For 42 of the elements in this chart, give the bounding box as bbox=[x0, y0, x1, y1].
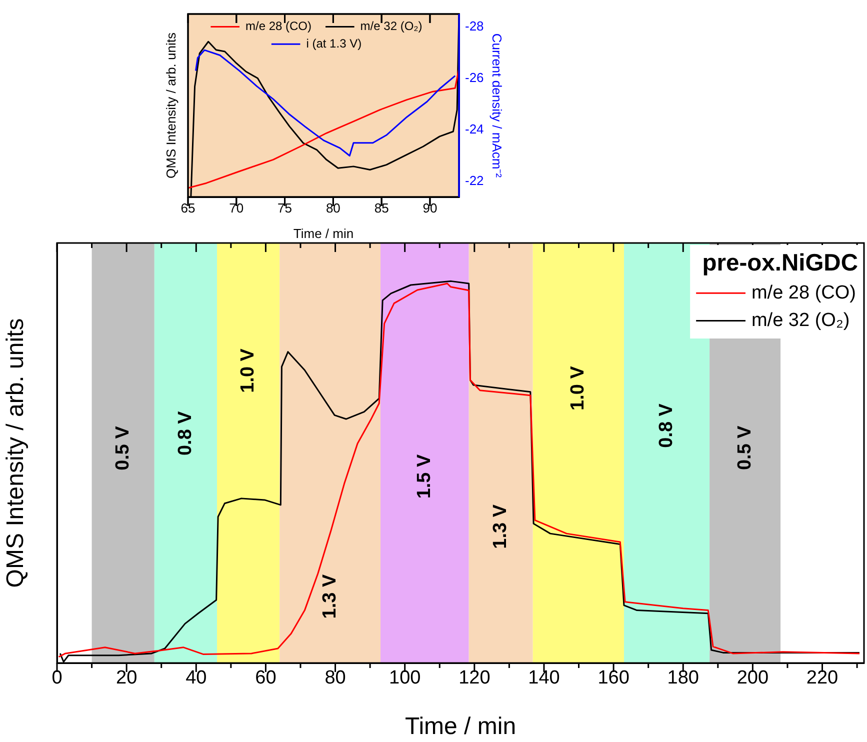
legend-label: m/e 28 (CO) bbox=[751, 282, 856, 304]
x-tick-label: 80 bbox=[326, 200, 340, 216]
legend-title: pre-ox.NiGDC bbox=[702, 250, 858, 277]
legend-label: i (at 1.3 V) bbox=[306, 36, 362, 50]
band-label: 1.3 V bbox=[319, 574, 340, 619]
y-axis-title: Current density / mAcm⁻² bbox=[490, 33, 505, 178]
x-tick-label: 65 bbox=[180, 200, 196, 216]
x-tick-label: 140 bbox=[528, 668, 560, 689]
legend-label: m/e 32 (O₂) bbox=[751, 310, 850, 331]
x-tick-label: 60 bbox=[255, 668, 276, 689]
x-tick-label: 220 bbox=[806, 668, 838, 689]
band-label: 0.8 V bbox=[656, 403, 678, 448]
x-tick-label: 200 bbox=[736, 668, 769, 689]
x-tick-label: 0 bbox=[52, 668, 62, 689]
y-axis-title: QMS Intensity / arb. units bbox=[163, 32, 178, 178]
y-tick-label: -22 bbox=[465, 173, 484, 188]
x-tick-label: 120 bbox=[458, 668, 490, 689]
x-tick-label: 80 bbox=[324, 668, 346, 689]
y-tick-label: -24 bbox=[465, 122, 484, 137]
x-tick-label: 85 bbox=[374, 200, 389, 216]
band-label: 0.5 V bbox=[734, 425, 756, 470]
legend-label: m/e 28 (CO) bbox=[245, 19, 312, 34]
x-tick-label: 180 bbox=[667, 668, 699, 689]
x-tick-label: 100 bbox=[388, 668, 421, 689]
x-tick-label: 75 bbox=[278, 200, 292, 216]
x-axis-title: Time / min bbox=[293, 226, 354, 241]
band-label: 1.3 V bbox=[490, 504, 512, 549]
y-tick-label: -26 bbox=[465, 70, 484, 86]
y-axis-title: QMS Intensity / arb. units bbox=[2, 318, 30, 588]
x-axis-title: Time / min bbox=[404, 713, 516, 740]
x-tick-label: 20 bbox=[116, 668, 138, 689]
x-tick-label: 90 bbox=[422, 200, 438, 216]
band-label: 0.5 V bbox=[112, 426, 134, 470]
band-label: 1.0 V bbox=[568, 366, 589, 410]
band-label: 1.5 V bbox=[414, 454, 435, 499]
x-tick-label: 70 bbox=[229, 200, 244, 216]
band-label: 0.8 V bbox=[174, 410, 196, 456]
x-tick-label: 160 bbox=[598, 668, 630, 689]
y-tick-label: -28 bbox=[465, 18, 484, 34]
x-tick-label: 40 bbox=[186, 668, 207, 689]
legend-label: m/e 32 (O₂) bbox=[360, 19, 422, 34]
band-label: 1.0 V bbox=[238, 348, 259, 393]
